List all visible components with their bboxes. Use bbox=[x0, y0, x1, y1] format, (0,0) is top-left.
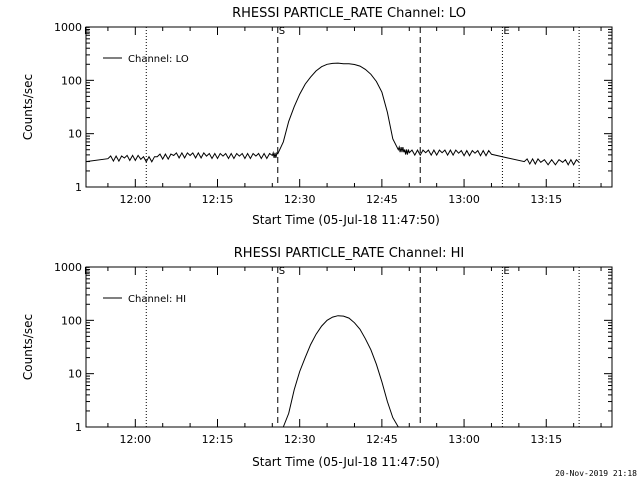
plot-frame bbox=[85, 266, 613, 428]
y-tick-label: 1 bbox=[75, 181, 82, 194]
y-tick-label: 1000 bbox=[54, 261, 82, 274]
time-markers: S EE bbox=[84, 266, 613, 427]
x-tick-label: 12:15 bbox=[202, 433, 234, 446]
marker-label-s: S bbox=[279, 26, 285, 37]
y-axis-ticks: 1 10 100 1000 bbox=[54, 21, 612, 194]
y-tick-label: 10 bbox=[68, 368, 82, 381]
y-axis-ticks: 1 10 100 1000 bbox=[54, 261, 612, 434]
chart-title: RHESSI PARTICLE_RATE Channel: LO bbox=[232, 6, 466, 21]
series-line-hi bbox=[282, 315, 399, 428]
x-tick-label: 13:00 bbox=[448, 433, 480, 446]
y-axis-label: Counts/sec bbox=[21, 314, 35, 380]
time-markers: S EE bbox=[84, 26, 613, 187]
marker-label-e: E bbox=[84, 26, 90, 37]
x-tick-label: 12:30 bbox=[284, 433, 316, 446]
x-tick-label: 13:15 bbox=[530, 193, 562, 206]
marker-label-e: E bbox=[503, 266, 509, 277]
x-tick-label: 13:15 bbox=[530, 433, 562, 446]
footer-timestamp: 20-Nov-2019 21:18 bbox=[555, 469, 637, 478]
x-axis-label: Start Time (05-Jul-18 11:47:50) bbox=[252, 455, 440, 469]
x-tick-label: 12:45 bbox=[366, 193, 398, 206]
y-tick-label: 1 bbox=[75, 421, 82, 434]
marker-label-e: E bbox=[503, 26, 509, 37]
x-axis-label: Start Time (05-Jul-18 11:47:50) bbox=[252, 213, 440, 227]
marker-label-e: E bbox=[84, 266, 90, 277]
y-tick-label: 10 bbox=[68, 128, 82, 141]
y-tick-label: 100 bbox=[61, 74, 82, 87]
legend-label: Channel: LO bbox=[128, 54, 189, 65]
x-tick-label: 12:15 bbox=[202, 193, 234, 206]
x-tick-label: 12:00 bbox=[119, 193, 151, 206]
panel-lo: RHESSI PARTICLE_RATE Channel: LO 1101001… bbox=[21, 6, 613, 227]
x-tick-label: 13:00 bbox=[448, 193, 480, 206]
panel-hi: RHESSI PARTICLE_RATE Channel: HI 1101001… bbox=[21, 246, 613, 469]
y-tick-label: 100 bbox=[61, 314, 82, 327]
legend-label: Channel: HI bbox=[128, 294, 186, 305]
x-tick-label: 12:45 bbox=[366, 433, 398, 446]
marker-label-s: S bbox=[279, 266, 285, 277]
x-tick-label: 12:30 bbox=[284, 193, 316, 206]
x-axis-ticks: 12:00 12:15 12:30 12:45 13:00 13:15 bbox=[107, 27, 602, 206]
chart-title: RHESSI PARTICLE_RATE Channel: HI bbox=[234, 246, 464, 261]
series-line-lo bbox=[85, 62, 580, 166]
y-tick-label: 1000 bbox=[54, 21, 82, 34]
plot-frame bbox=[85, 26, 613, 188]
x-axis-ticks: 12:00 12:15 12:30 12:45 13:00 13:15 bbox=[107, 267, 602, 446]
y-axis-label: Counts/sec bbox=[21, 74, 35, 140]
x-tick-label: 12:00 bbox=[119, 433, 151, 446]
